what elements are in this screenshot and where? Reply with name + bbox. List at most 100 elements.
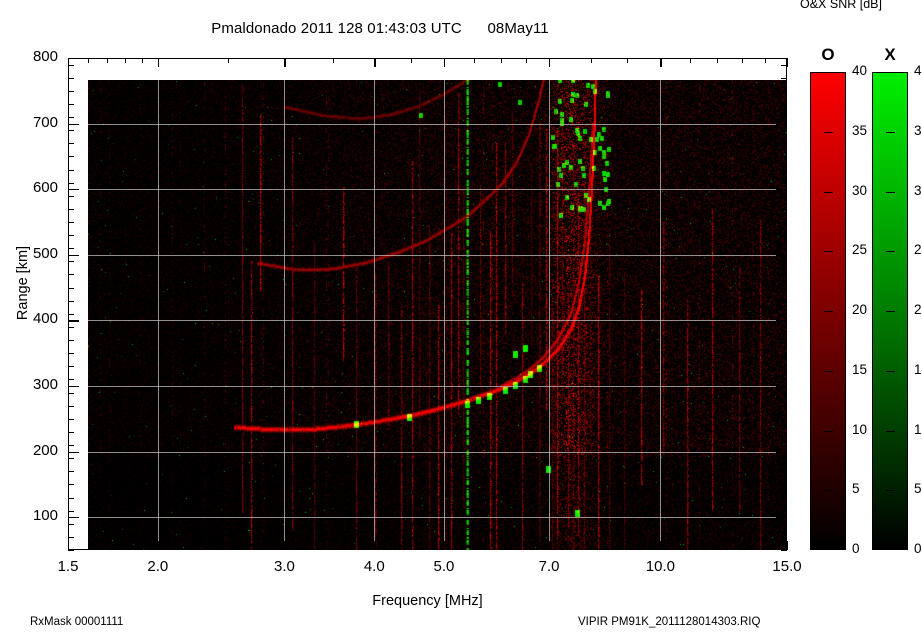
colorbar-tick-label: 25	[914, 242, 922, 258]
y-tick-minor	[68, 274, 74, 276]
y-tick-minor-right	[781, 536, 787, 538]
y-tick-minor-right	[781, 313, 787, 315]
gridline-horizontal	[88, 123, 787, 125]
y-tick-minor-right	[781, 103, 787, 105]
y-tick-minor	[68, 235, 74, 237]
x-tick-minor-top	[124, 58, 126, 63]
colorbar-tick	[824, 191, 833, 193]
x-tick-minor	[443, 545, 445, 550]
y-tick-minor	[68, 510, 74, 512]
x-tick-minor	[332, 545, 334, 550]
y-tick-minor-right	[781, 64, 787, 66]
y-tick-major-right	[776, 517, 787, 519]
x-tick-minor-top	[525, 58, 527, 63]
y-tick-label: 800	[32, 48, 58, 65]
y-tick-minor-right	[781, 156, 787, 158]
colorbar-tick	[886, 311, 895, 313]
x-tick-minor	[227, 545, 229, 550]
colorbar-supertitle: O&X SNR [dB]	[800, 0, 882, 11]
y-tick-minor-right	[781, 484, 787, 486]
colorbar-title-o: O	[821, 45, 835, 64]
y-tick-minor-right	[781, 90, 787, 92]
x-tick-minor-top	[660, 58, 662, 63]
y-tick-label: 600	[32, 179, 58, 197]
x-tick-major-top	[68, 58, 70, 67]
y-tick-minor	[68, 340, 74, 342]
x-tick-label: 2.0	[147, 558, 169, 575]
y-tick-minor-right	[781, 182, 787, 184]
x-tick-minor-top	[590, 58, 592, 63]
gridline-vertical	[549, 80, 550, 550]
y-axis-title: Range [km]	[15, 245, 31, 321]
y-tick-minor	[68, 418, 74, 420]
y-tick-minor-right	[781, 523, 787, 525]
x-tick-minor-top	[88, 58, 90, 63]
x-tick-minor	[88, 545, 90, 550]
x-tick-minor	[717, 545, 719, 550]
y-tick-minor-right	[781, 169, 787, 171]
y-tick-minor-right	[781, 195, 787, 197]
y-tick-minor-right	[781, 235, 787, 237]
x-tick-minor	[590, 545, 592, 550]
colorbar-tick	[824, 370, 833, 372]
gridline-vertical	[443, 80, 445, 550]
y-tick-major-right	[776, 189, 787, 191]
x-axis-title: Frequency [MHz]	[372, 593, 483, 609]
y-tick-minor-right	[781, 222, 787, 223]
x-tick-minor	[284, 545, 286, 550]
colorbar-tick	[824, 490, 833, 492]
x-tick-minor-top	[627, 58, 629, 63]
y-tick-minor-right	[781, 77, 787, 79]
y-tick-minor	[68, 103, 74, 105]
y-tick-minor	[68, 484, 74, 486]
y-tick-minor-right	[781, 405, 787, 407]
source-file-label: VIPIR PM91K_2011128014303.RIQ	[578, 616, 761, 628]
x-tick-label: 7.0	[538, 558, 560, 575]
y-tick-minor	[68, 497, 74, 499]
colorbar-tick-label: 0	[914, 541, 922, 556]
y-tick-label: 700	[32, 113, 58, 131]
gridline-horizontal	[88, 189, 787, 191]
colorbar-tick-label: 10	[852, 421, 868, 437]
y-tick-minor-right	[781, 261, 787, 263]
y-tick-minor-right	[781, 379, 787, 381]
y-tick-minor	[68, 208, 74, 210]
colorbar-tick-label: 40	[914, 63, 922, 78]
y-tick-minor	[68, 366, 74, 368]
x-tick-minor	[141, 545, 143, 550]
y-tick-minor-right	[781, 471, 787, 473]
y-tick-major-right	[776, 451, 787, 453]
y-tick-minor-right	[781, 445, 787, 447]
y-tick-major	[68, 58, 79, 60]
y-tick-label: 100	[32, 507, 58, 525]
y-tick-minor-right	[781, 248, 787, 250]
colorbar-tick	[824, 251, 833, 253]
colorbar-tick	[886, 131, 895, 133]
x-tick-minor	[660, 545, 662, 550]
y-tick-major	[68, 451, 79, 453]
y-tick-minor	[68, 471, 74, 473]
x-tick-minor	[500, 545, 502, 550]
y-tick-minor-right	[781, 431, 787, 433]
gridline-horizontal	[88, 254, 787, 256]
x-tick-minor-top	[141, 58, 143, 63]
colorbar-tick	[886, 191, 895, 193]
x-tick-minor	[107, 545, 109, 550]
gridline-horizontal	[88, 320, 787, 322]
y-tick-minor	[68, 405, 74, 407]
y-tick-minor-right	[781, 392, 787, 394]
x-tick-major	[68, 541, 70, 550]
x-tick-minor-top	[473, 58, 475, 63]
colorbar-tick-label: 10	[914, 421, 922, 437]
x-tick-minor	[549, 545, 551, 550]
y-tick-label: 400	[32, 310, 58, 328]
y-tick-major-right	[776, 123, 787, 125]
y-tick-minor	[68, 248, 74, 250]
ionogram-canvas[interactable]	[88, 80, 787, 550]
y-tick-minor-right	[781, 274, 787, 276]
x-tick-minor-top	[107, 58, 109, 63]
y-tick-minor	[68, 195, 74, 197]
ionogram-raster[interactable]	[88, 80, 787, 550]
page-title: Pmaldonado 2011 128 01:43:03 UTC 08May11	[211, 20, 549, 37]
colorbar-tick-label: 15	[852, 361, 868, 377]
